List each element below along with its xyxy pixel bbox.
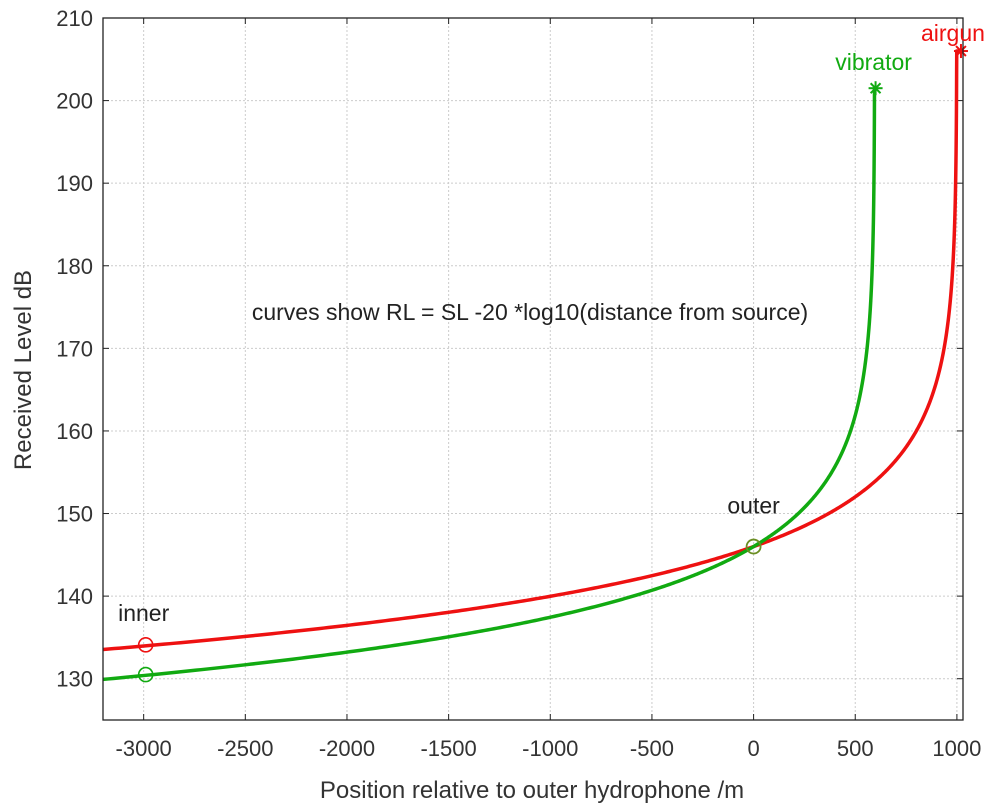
point-labels: airgun vibrator inner outer	[118, 20, 985, 626]
series-lines	[102, 49, 963, 682]
x-tick-labels: -3000 -2500 -2000 -1500 -1000 -500 0 500 1000	[116, 736, 982, 761]
x-tick-label: -3000	[116, 736, 172, 761]
y-tick-label: 160	[56, 419, 93, 444]
x-tick-label: -2000	[319, 736, 375, 761]
star-stroke	[955, 45, 967, 57]
y-axis-title: Received Level dB	[10, 270, 37, 470]
formula-annotation: curves show RL = SL -20 *log10(distance …	[252, 299, 808, 325]
x-tick-label: 500	[837, 736, 874, 761]
y-tick-labels: 130 140 150 160 170 180 190 200 210	[56, 6, 93, 692]
y-tick-label: 200	[56, 89, 93, 114]
inner-circle-marker-airgun	[137, 637, 154, 653]
plot-frame	[102, 17, 964, 721]
outer-circle-marker	[745, 538, 762, 555]
inner-circle-marker-vibrator	[137, 666, 154, 683]
x-tick-label: -1000	[522, 736, 578, 761]
x-tick-label: 1000	[932, 736, 981, 761]
point-label-inner: inner	[118, 600, 169, 626]
markers	[137, 44, 968, 683]
y-tick-label: 150	[56, 502, 93, 527]
y-tick-label: 190	[56, 171, 93, 196]
grid	[103, 17, 963, 720]
source-star-marker-airgun	[953, 44, 968, 59]
y-tick-label: 170	[56, 336, 93, 361]
x-tick-label: 0	[747, 736, 759, 761]
x-tick-label: -500	[630, 736, 674, 761]
source-star-marker-vibrator	[868, 81, 883, 96]
y-tick-label: 210	[56, 6, 93, 31]
y-tick-label: 140	[56, 584, 93, 609]
y-tick-label: 180	[56, 254, 93, 279]
x-tick-label: -1500	[420, 736, 476, 761]
series-line-airgun	[102, 49, 963, 652]
series-label-vibrator: vibrator	[835, 49, 912, 75]
series-label-airgun: airgun	[921, 20, 985, 46]
x-tick-label: -2500	[217, 736, 273, 761]
y-tick-label: 130	[56, 667, 93, 692]
point-label-outer: outer	[727, 493, 780, 519]
x-axis-title: Position relative to outer hydrophone /m	[320, 777, 744, 804]
star-stroke	[869, 82, 882, 94]
series-line-vibrator	[102, 86, 878, 682]
